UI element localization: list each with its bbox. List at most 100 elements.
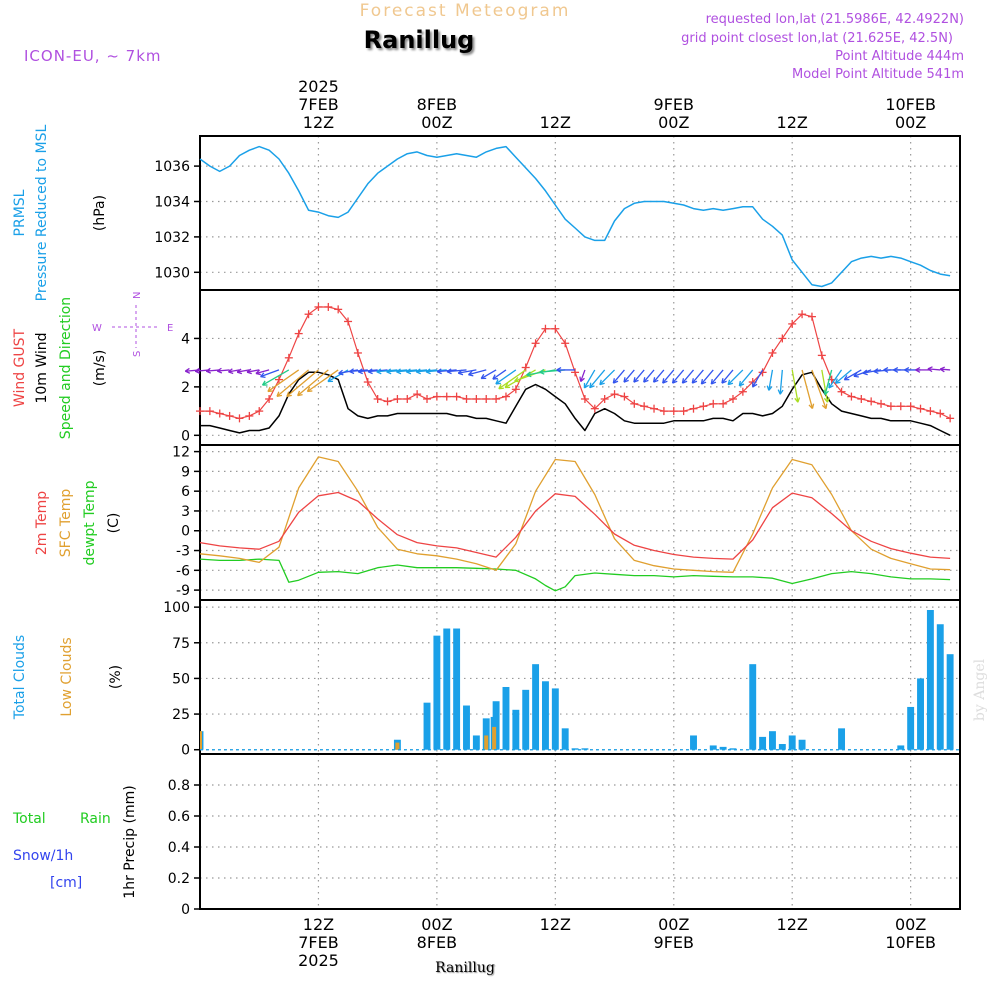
wind-arrow <box>498 369 527 390</box>
gust-marker <box>837 387 846 396</box>
dewpt-line <box>199 558 951 592</box>
wind-arrow <box>915 366 931 373</box>
dewpt-label: dewpt Temp <box>82 480 98 565</box>
bottom-time-label: 2025 <box>298 951 339 970</box>
total-cloud-bar <box>472 735 480 750</box>
prmsl-label: PRMSL <box>12 189 28 236</box>
top-time-tick: 12Z <box>540 113 571 132</box>
total-cloud-bar <box>897 745 905 750</box>
station-title: Ranillug <box>364 26 475 54</box>
bottom-time-label: 12Z <box>540 915 571 934</box>
wind-arrow <box>700 369 714 385</box>
total-cloud-bar <box>798 739 806 750</box>
wind-arrow <box>766 369 774 391</box>
gust-marker <box>650 404 659 413</box>
temp-unit: (C) <box>106 513 122 534</box>
total-cloud-bar <box>729 748 737 750</box>
gust-marker <box>896 402 905 411</box>
bottom-time-label: 7FEB <box>298 933 338 952</box>
low-cloud-bar <box>200 731 202 750</box>
model-altitude: Model Point Altitude 541m <box>792 67 964 82</box>
wind-arrow <box>823 369 833 396</box>
gust-marker <box>215 409 224 418</box>
snow-unit: [cm] <box>50 875 82 891</box>
wind-arrow <box>843 369 862 381</box>
speed-direction-label: Speed and Direction <box>58 297 74 439</box>
snow-label: Snow/1h <box>13 848 73 864</box>
gust-marker <box>482 394 491 403</box>
total-cloud-bar <box>561 728 569 750</box>
wind-arrow <box>589 369 606 389</box>
gust-marker <box>225 411 234 420</box>
bottom-time-label: 00Z <box>895 915 926 934</box>
gust-marker <box>383 397 392 406</box>
gust-marker <box>442 392 451 401</box>
compass-n: N <box>132 292 143 299</box>
ytick-label: 0.4 <box>168 840 190 856</box>
ytick-label: 12 <box>172 445 190 461</box>
top-time-label: 12Z <box>303 113 334 132</box>
wind-arrow <box>671 369 685 384</box>
gust-marker <box>699 402 708 411</box>
wind-arrow <box>236 368 250 375</box>
wind-arrow <box>652 369 665 383</box>
gust-marker <box>817 351 826 360</box>
gust-marker <box>363 378 372 387</box>
top-time-label: 00Z <box>658 113 689 132</box>
wind-arrow <box>828 369 843 389</box>
ytick-label: 1032 <box>154 230 190 246</box>
ytick-label: 1034 <box>154 194 190 210</box>
panel-5: 0 0.2 0.4 0.6 0.8 <box>168 753 961 918</box>
banner-title: Forecast Meteogram <box>360 1 571 21</box>
gust-marker <box>728 394 737 403</box>
total-cloud-bar <box>433 635 441 750</box>
gust-marker <box>590 404 599 413</box>
wind-arrow <box>643 369 655 383</box>
gust-marker <box>304 310 313 319</box>
total-cloud-bar <box>453 628 461 750</box>
wind-arrow <box>777 369 784 395</box>
gust-marker <box>610 390 619 399</box>
wind-arrow <box>738 369 754 387</box>
wind-arrow <box>556 366 576 373</box>
ytick-label: 2 <box>181 380 190 396</box>
gust-marker <box>768 348 777 357</box>
gust-marker <box>886 402 895 411</box>
total-cloud-bar <box>946 654 954 750</box>
wind-arrow <box>752 369 764 388</box>
wind-arrow <box>834 369 852 384</box>
wind-arrow <box>446 368 467 375</box>
total-cloud-bar <box>917 678 924 750</box>
total-cloud-bar <box>571 748 579 750</box>
low-cloud-bar <box>484 735 489 750</box>
bottom-time-label: 8FEB <box>417 933 457 952</box>
wind-arrow <box>436 368 457 375</box>
gust-marker <box>580 394 589 403</box>
panel-frame <box>199 599 961 755</box>
ytick-label: 6 <box>181 484 190 500</box>
wind10-label: 10m Wind <box>34 332 50 403</box>
gust-marker <box>432 392 441 401</box>
gust-marker <box>798 310 807 319</box>
top-time-label: 9FEB <box>654 95 694 114</box>
top-time-label: 7FEB <box>298 95 338 114</box>
gust-marker <box>669 407 678 416</box>
top-time-label: 12Z <box>777 113 808 132</box>
wind-arrow <box>267 369 300 393</box>
point-altitude: Point Altitude 444m <box>835 49 964 64</box>
wind-arrow <box>583 369 596 389</box>
gust-marker <box>324 302 333 311</box>
wind-arrow <box>246 368 260 375</box>
wind-arrow <box>255 369 270 376</box>
gust-marker <box>926 407 935 416</box>
ytick-label: -9 <box>176 583 190 599</box>
gust-marker <box>294 329 303 338</box>
bottom-time-label: 12Z <box>777 915 808 934</box>
wind-arrow <box>681 369 695 384</box>
gust-marker <box>255 407 264 416</box>
pressure-msl-label: Pressure Reduced to MSL <box>34 124 50 301</box>
